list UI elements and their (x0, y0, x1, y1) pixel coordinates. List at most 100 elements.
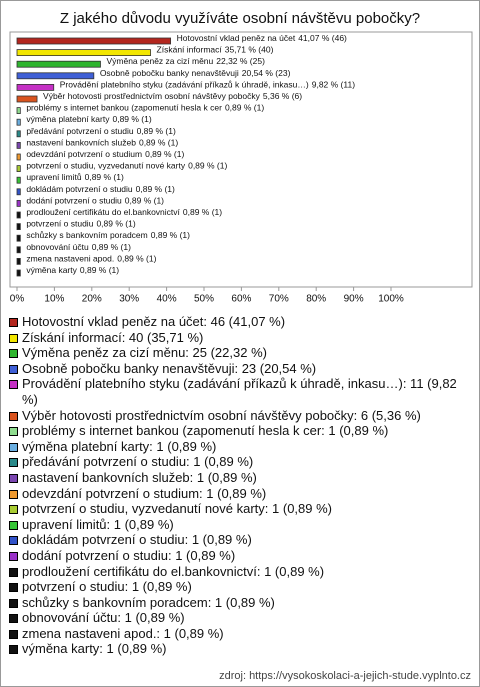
legend-swatch (9, 427, 18, 437)
bar-label: Hotovostní vklad peněz na účet 41,07 % (4… (177, 33, 347, 43)
bar-label: Získání informací 35,71 % (40) (157, 45, 274, 55)
bar-label-value: 0,89 % (1) (112, 114, 151, 124)
x-tick-label: 30% (119, 294, 139, 305)
bar (16, 60, 101, 68)
bar-label: dokládám potvrzení o studiu 0,89 % (1) (26, 184, 175, 194)
legend-label: upravení limitů: 1 (0,89 %) (22, 516, 174, 532)
bar-label: Provádění platebního styku (zadávání pří… (60, 80, 355, 90)
legend-label: Výměna peněz za cizí měnu: 25 (22,32 %) (22, 345, 267, 361)
bar-label-name: problémy s internet bankou (zapomenutí h… (26, 103, 222, 113)
bar-label: předávání potvrzení o studiu 0,89 % (1) (26, 126, 176, 136)
bar-label-value: 0,89 % (1) (225, 103, 264, 113)
bar-label-value: 0,89 % (1) (188, 161, 227, 171)
bar (16, 246, 21, 254)
legend-swatch (9, 614, 18, 624)
bar-label: dodání potvrzení o studiu 0,89 % (1) (26, 196, 164, 206)
legend-swatch (9, 567, 18, 577)
chart: Z jakého důvodu využíváte osobní návštěv… (9, 10, 473, 305)
legend-swatch (9, 536, 18, 546)
legend-item: potvrzení o studiu, vyzvedanutí nové kar… (9, 501, 471, 517)
bar-label-value: 9,82 % (11) (312, 80, 355, 90)
bar-label: potvrzení o studiu 0,89 % (1) (26, 219, 135, 229)
bar-label-name: potvrzení o studiu (26, 219, 93, 229)
bar-label-name: potvrzení o studiu, vyzvedanutí nové kar… (26, 161, 186, 171)
bar (16, 130, 21, 138)
bar-label-value: 35,71 % (40) (225, 45, 274, 55)
legend-label: nastavení bankovních služeb: 1 (0,89 %) (22, 469, 257, 485)
legend-item: upravení limitů: 1 (0,89 %) (9, 517, 471, 533)
legend-label: schůzky s bankovním poradcem: 1 (0,89 %) (22, 594, 275, 610)
legend-swatch (9, 629, 18, 639)
bar (16, 153, 21, 161)
bar (16, 37, 172, 45)
bar-label-name: upravení limitů (26, 172, 82, 182)
bar-label: obnovování účtu 0,89 % (1) (26, 242, 131, 252)
bar-label-value: 41,07 % (46) (298, 33, 347, 43)
bar-label-value: 0,89 % (1) (96, 219, 135, 229)
bar (16, 95, 38, 103)
legend-label: prodloužení certifikátu do el.bankovnict… (22, 563, 325, 579)
bar-label-value: 0,89 % (1) (139, 138, 178, 148)
legend-label: dodání potvrzení o studiu: 1 (0,89 %) (22, 547, 236, 563)
legend-swatch (9, 442, 18, 452)
legend-swatch (9, 318, 18, 327)
bar-label: schůzky s bankovním poradcem 0,89 % (1) (26, 230, 190, 240)
bar-label-value: 0,89 % (1) (136, 184, 175, 194)
bar-label-name: odevzdání potvrzení o studium (26, 149, 142, 159)
legend-swatch (9, 551, 18, 561)
legend-item: Hotovostní vklad peněz na účet: 46 (41,0… (9, 314, 471, 330)
legend-item: prodloužení certifikátu do el.bankovnict… (9, 564, 471, 580)
bar-label: Výměna peněz za cizí měnu 22,32 % (25) (106, 56, 265, 66)
bar-label-name: zmena nastaveni apod. (26, 254, 114, 264)
legend-label: Provádění platebního styku (zadávání pří… (22, 376, 457, 407)
bar (16, 269, 21, 277)
bar-label-value: 0,89 % (1) (117, 254, 156, 264)
legend-label: problémy s internet bankou (zapomenutí h… (22, 423, 389, 439)
bar-label-value: 0,89 % (1) (145, 149, 184, 159)
legend-swatch (9, 333, 18, 343)
legend: Hotovostní vklad peněz na účet: 46 (41,0… (9, 314, 471, 657)
bar (16, 199, 21, 207)
legend-label: Osobně pobočku banky nenavštěvuji: 23 (2… (22, 360, 317, 376)
bar-label-value: 0,89 % (1) (151, 230, 190, 240)
bar-label-name: schůzky s bankovním poradcem (26, 230, 147, 240)
x-tick-label: 10% (44, 294, 64, 305)
bar-label-name: prodloužení certifikátu do el.bankovnict… (26, 207, 180, 217)
bar-label-name: nastavení bankovních služeb (26, 138, 136, 148)
bar-label: výměna platební karty 0,89 % (1) (26, 114, 152, 124)
bar (16, 165, 21, 173)
legend-swatch (9, 505, 18, 515)
legend-item: Osobně pobočku banky nenavštěvuji: 23 (2… (9, 361, 471, 377)
legend-swatch (9, 520, 18, 530)
bar-label: výměna karty 0,89 % (1) (26, 265, 119, 275)
legend-item: výměna platební karty: 1 (0,89 %) (9, 439, 471, 455)
bar-label-value: 0,89 % (1) (85, 172, 124, 182)
legend-item: dokládám potvrzení o studiu: 1 (0,89 %) (9, 532, 471, 548)
legend-swatch (9, 489, 18, 499)
bar-label-value: 0,89 % (1) (125, 196, 164, 206)
legend-item: odevzdání potvrzení o studium: 1 (0,89 %… (9, 486, 471, 502)
bar-label-name: předávání potvrzení o studiu (26, 126, 134, 136)
legend-label: potvrzení o studiu: 1 (0,89 %) (22, 579, 192, 595)
legend-swatch (9, 458, 18, 468)
legend-item: obnovování účtu: 1 (0,89 %) (9, 610, 471, 626)
bar (16, 107, 21, 114)
bar-label-value: 0,89 % (1) (137, 126, 176, 136)
bar-label: prodloužení certifikátu do el.bankovnict… (26, 207, 222, 217)
legend-label: zmena nastaveni apod.: 1 (0,89 %) (22, 625, 224, 641)
legend-label: výměna platební karty: 1 (0,89 %) (22, 438, 217, 454)
legend-item: nastavení bankovních služeb: 1 (0,89 %) (9, 470, 471, 486)
bar-label-name: Výběr hotovosti prostřednictvím osobní n… (43, 91, 261, 101)
x-tick-label: 60% (231, 294, 251, 305)
bar (16, 72, 95, 80)
bar-label-name: dokládám potvrzení o studiu (26, 184, 133, 194)
legend-swatch (9, 364, 18, 374)
legend-swatch (9, 598, 18, 608)
bar-label-name: Výměna peněz za cizí měnu (106, 56, 213, 66)
chart-title: Z jakého důvodu využíváte osobní návštěv… (60, 10, 420, 27)
legend-swatch (9, 645, 18, 655)
bar (16, 176, 21, 184)
legend-label: Získání informací: 40 (35,71 %) (22, 329, 204, 345)
bar-label-name: Hotovostní vklad peněz na účet (177, 33, 296, 43)
